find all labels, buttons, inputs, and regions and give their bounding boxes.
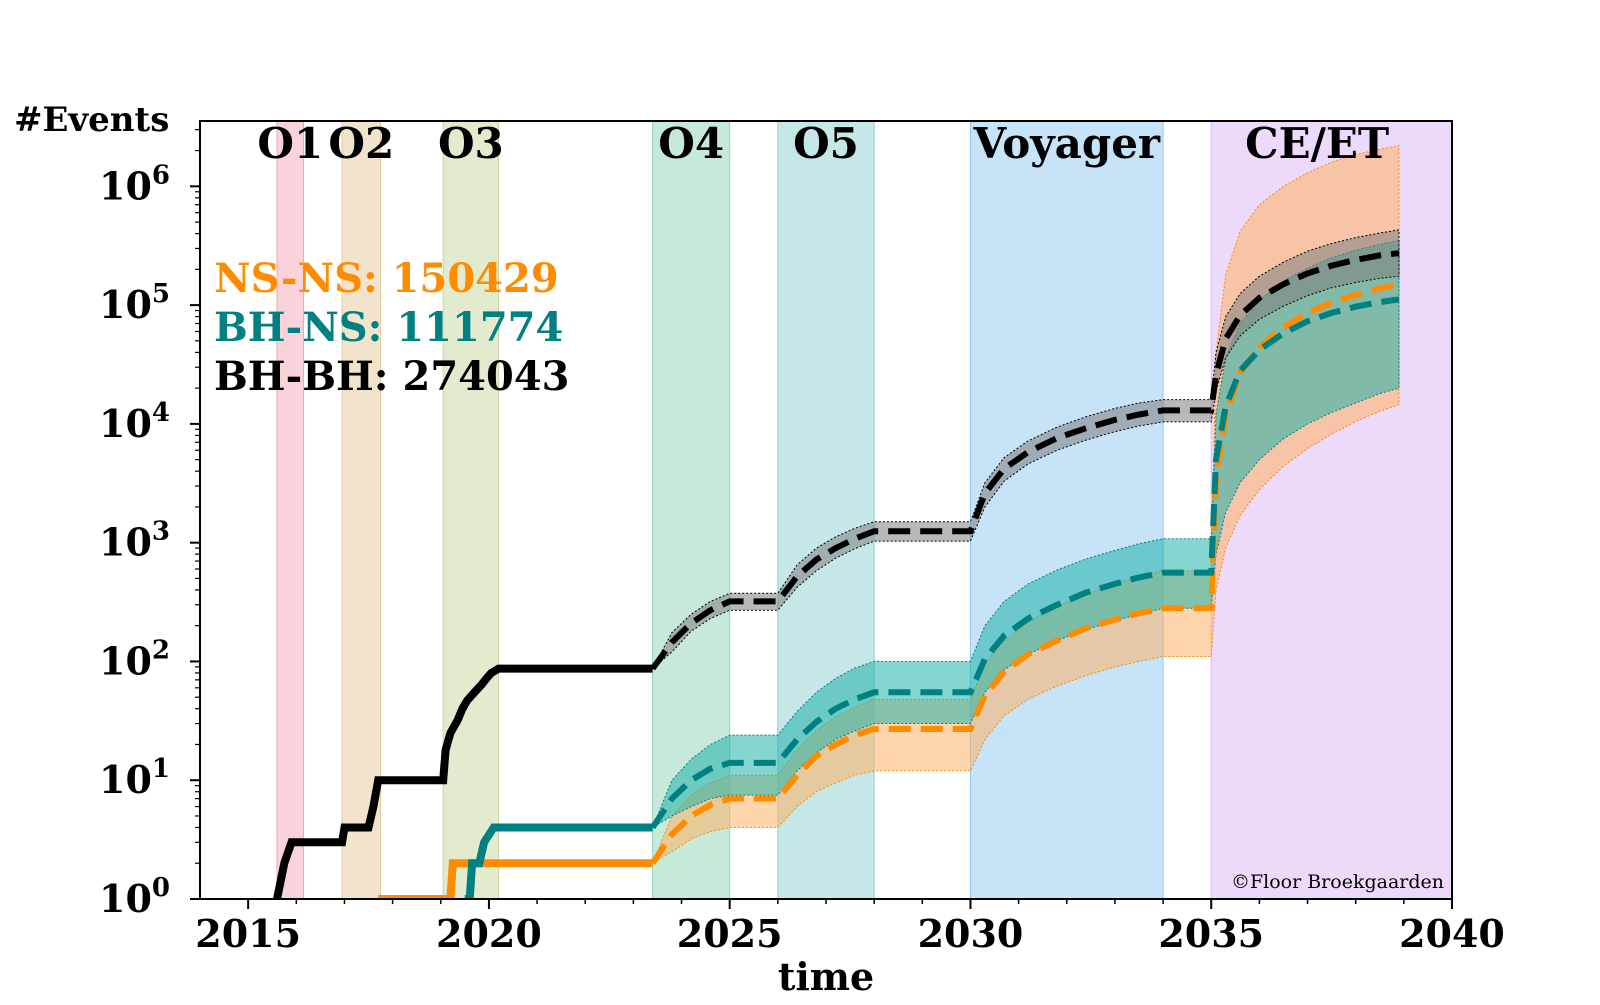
y-tick-label-5: 105	[99, 279, 170, 327]
projected-line-bhns	[650, 296, 1400, 830]
legend-entry-2: BH-BH: 274043	[214, 353, 570, 400]
x-tick-label-5: 2040	[1399, 911, 1505, 956]
band-bhns	[651, 239, 1400, 829]
run-band-1	[341, 120, 382, 900]
run-label-5: Voyager	[972, 119, 1160, 168]
run-label-3: O4	[658, 119, 724, 168]
x-tick-label-0: 2015	[195, 911, 301, 956]
x-tick-label-2: 2025	[677, 911, 783, 956]
run-band-5	[969, 120, 1164, 900]
run-label-2: O3	[438, 119, 504, 168]
y-tick-label-3: 103	[99, 517, 170, 565]
legend-entry-0: NS-NS: 150429	[214, 255, 559, 302]
run-band-0	[276, 120, 305, 900]
run-band-2	[442, 120, 500, 900]
run-label-0: O1	[257, 119, 323, 168]
run-label-4: O5	[793, 119, 859, 168]
run-labels: O1 O2 O3 O4 O5 Voyager CE/ET	[257, 119, 1389, 168]
band-bhbh	[652, 229, 1400, 669]
x-tick-label-4: 2035	[1158, 911, 1264, 956]
projected-line-bhbh	[650, 250, 1400, 671]
x-axis-label: time	[778, 954, 874, 999]
y-tick-label-6: 106	[99, 160, 170, 208]
y-tick-label-1: 101	[99, 754, 170, 802]
run-label-1: O2	[328, 119, 394, 168]
axes: 2015 2020 2025 2030 2035 2040 100 101 102 103 104 1…	[99, 129, 1505, 956]
x-tick-label-1: 2020	[436, 911, 542, 956]
y-tick-label-0: 100	[99, 873, 170, 921]
y-tick-label-4: 104	[99, 398, 170, 446]
y-axis-label: #Events	[14, 100, 169, 140]
credit-text: ©Floor Broekgaarden	[1231, 871, 1444, 893]
legend-entry-1: BH-NS: 111774	[214, 304, 563, 351]
series-lines	[273, 250, 1400, 899]
observed-line-bhns	[464, 823, 653, 899]
y-tick-label-2: 102	[99, 635, 170, 683]
uncertainty-bands	[651, 145, 1400, 865]
observed-line-nsns	[378, 859, 653, 899]
observed-line-bhbh	[273, 664, 653, 899]
projected-line-nsns	[650, 281, 1400, 865]
x-tick-label-3: 2030	[918, 911, 1024, 956]
run-label-6: CE/ET	[1245, 119, 1389, 168]
